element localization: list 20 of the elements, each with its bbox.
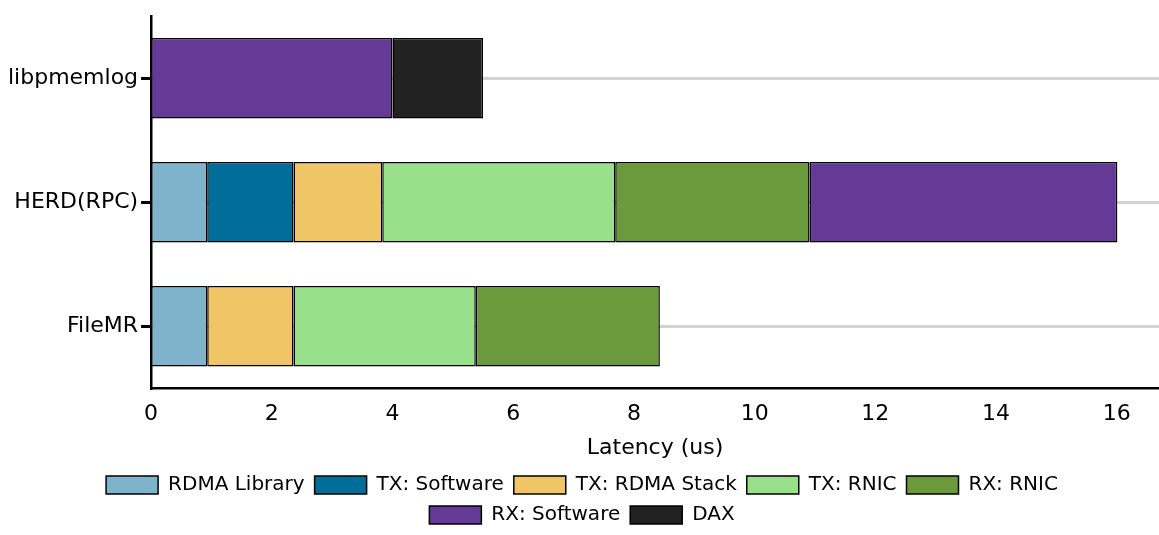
x-tick-label: 10 [740, 400, 769, 426]
x-axis-title: Latency (us) [586, 433, 724, 459]
legend-label: RX: RNIC [968, 471, 1058, 496]
x-tick-label: 16 [1102, 400, 1131, 426]
x-tick-label: 4 [385, 400, 400, 426]
legend-label: RX: Software [491, 501, 621, 526]
x-tick-label: 0 [144, 400, 159, 426]
legend-label: RDMA Library [168, 471, 305, 496]
x-tick-label: 12 [861, 400, 890, 426]
legend-label: DAX [692, 501, 735, 526]
x-tick-label: 6 [506, 400, 521, 426]
y-tick-label: HERD(RPC) [14, 187, 139, 213]
x-tick-label: 14 [982, 400, 1011, 426]
legend-label: TX: RDMA Stack [574, 471, 738, 496]
x-tick-label: 2 [264, 400, 279, 426]
x-tick-label: 8 [626, 400, 641, 426]
y-tick-label: FileMR [66, 311, 139, 337]
legend-label: TX: RNIC [807, 471, 897, 496]
y-tick-label: libpmemlog [7, 63, 139, 89]
legend-label: TX: Software [375, 471, 504, 496]
